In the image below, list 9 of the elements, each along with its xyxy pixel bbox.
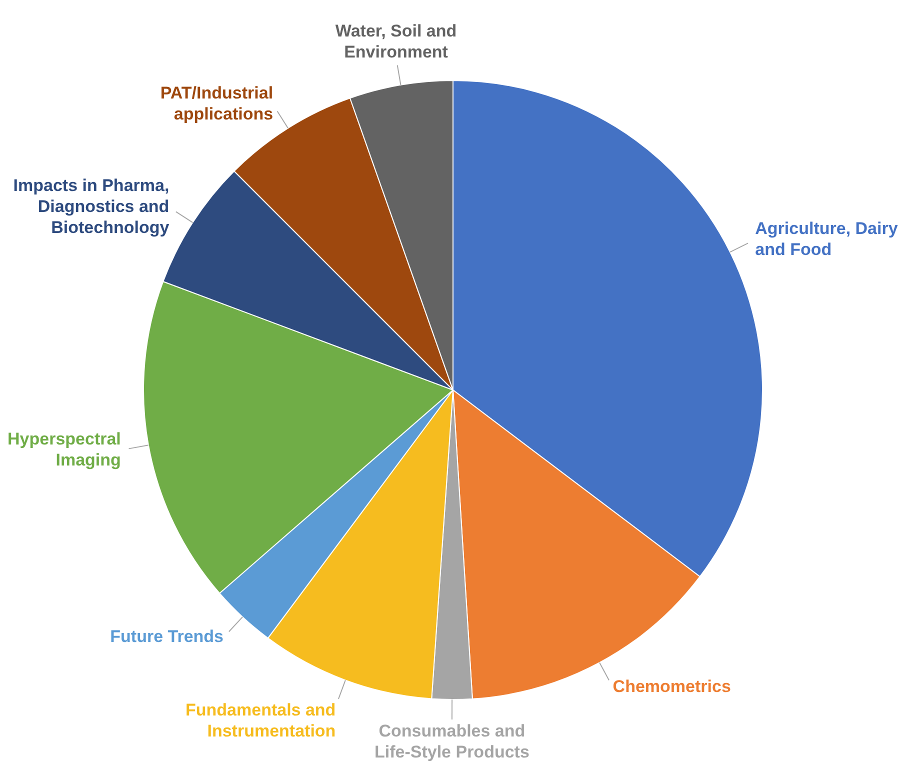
slice-label: Water, Soil and Environment <box>335 22 457 62</box>
slice-label: Impacts in Pharma, Diagnostics and Biotechnology <box>13 176 170 238</box>
slice-label: Future Trends <box>110 627 224 646</box>
slice-label: Consumables and Life-Style Products <box>374 722 530 762</box>
slice-label: Hyperspectral Imaging <box>8 429 121 470</box>
slice-label: PAT/Industrial applications <box>160 84 274 124</box>
slice-label: Chemometrics <box>612 676 731 696</box>
slice-label: Fundamentals and Instrumentation <box>186 700 336 741</box>
slice-label: Agriculture, Dairy and Food <box>755 218 898 259</box>
